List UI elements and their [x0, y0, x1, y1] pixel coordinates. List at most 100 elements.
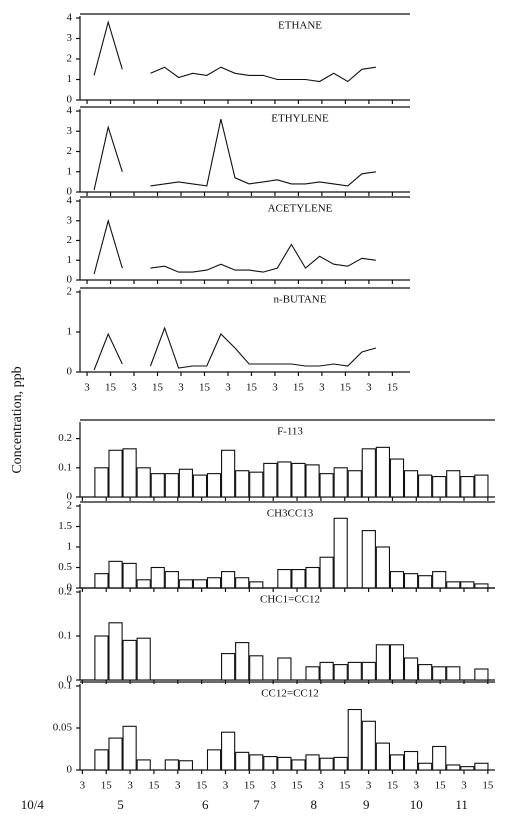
y-tick-label: 2 — [67, 53, 73, 65]
bar — [178, 579, 194, 589]
bar — [94, 467, 109, 498]
x-tick-label: 15 — [293, 382, 305, 394]
y-tick-label: 2 — [67, 234, 73, 246]
x-tick-label: 15 — [387, 780, 399, 792]
bar — [108, 449, 123, 498]
axis-frame — [79, 109, 410, 193]
bar — [403, 573, 419, 589]
bar — [319, 757, 334, 771]
bar — [418, 575, 433, 589]
x-tick-label: 3 — [366, 780, 372, 792]
axis-frame — [79, 199, 410, 281]
bar — [333, 756, 348, 771]
month-label: 8 — [310, 797, 317, 812]
panel-title: ACETYLENE — [268, 203, 333, 215]
bar — [474, 583, 489, 589]
bar — [122, 562, 137, 589]
x-tick-label: 3 — [366, 382, 372, 394]
y-tick-label: 0 — [67, 186, 73, 198]
y-tick-label: 1 — [67, 541, 73, 553]
bar — [446, 764, 461, 771]
bar — [235, 642, 250, 681]
bar — [432, 745, 447, 771]
bar — [94, 635, 109, 681]
y-tick-label: 1 — [67, 326, 73, 338]
bar — [249, 655, 264, 681]
bar — [375, 742, 391, 771]
bar — [108, 560, 123, 589]
bar — [305, 566, 320, 589]
bar — [263, 756, 278, 771]
bar — [319, 661, 334, 681]
x-tick-label: 3 — [270, 780, 276, 792]
bar — [221, 731, 236, 771]
month-label: 6 — [202, 797, 209, 812]
x-tick-label: 15 — [244, 780, 256, 792]
series-line — [93, 20, 376, 83]
bar — [164, 571, 179, 589]
y-tick-label: 0 — [67, 274, 73, 286]
month-label: 5 — [117, 797, 124, 812]
bar — [474, 762, 489, 771]
bar — [150, 473, 165, 498]
x-tick-label: 15 — [199, 382, 211, 394]
y-tick-label: 0 — [67, 582, 73, 594]
x-tick-label: 3 — [131, 382, 137, 394]
panel-title: CHC1=CC12 — [260, 594, 320, 606]
x-tick-label: 15 — [292, 780, 304, 792]
y-tick-label: 4 — [67, 12, 73, 24]
y-tick-label: 2 — [67, 145, 73, 157]
bar — [389, 458, 405, 498]
bar — [277, 568, 292, 589]
x-tick-label: 3 — [318, 780, 324, 792]
panel-title: ETHYLENE — [271, 113, 329, 125]
bar — [136, 579, 151, 589]
bar — [122, 639, 137, 681]
panel-title: CC12=CC12 — [261, 688, 319, 700]
axis-frame — [79, 16, 410, 101]
x-tick-label: 3 — [319, 382, 325, 394]
bar — [235, 470, 250, 498]
bar — [122, 448, 137, 498]
bar — [432, 571, 447, 589]
x-tick-label: 3 — [80, 780, 86, 792]
y-tick-label: 0.1 — [58, 461, 72, 473]
x-tick-label: 3 — [461, 780, 467, 792]
x-tick-label: 3 — [175, 780, 181, 792]
bar — [178, 760, 194, 771]
y-tick-label: 1.5 — [58, 520, 72, 532]
bar — [418, 762, 433, 771]
y-tick-label: 0.1 — [58, 680, 72, 692]
bar — [206, 749, 222, 771]
bar — [305, 754, 320, 771]
y-tick-label: 0.1 — [58, 630, 72, 642]
bar — [235, 577, 250, 589]
x-tick-label: 15 — [105, 382, 117, 394]
bar — [460, 581, 475, 589]
bar — [249, 754, 264, 771]
bar — [291, 759, 306, 771]
bar — [333, 664, 348, 681]
y-tick-label: 1 — [67, 165, 73, 177]
bar — [361, 720, 376, 771]
month-label: 7 — [253, 797, 260, 812]
bar — [347, 470, 362, 498]
x-tick-label: 15 — [340, 382, 352, 394]
y-tick-label: 0.5 — [58, 561, 72, 573]
bar — [333, 517, 348, 589]
bar — [235, 751, 250, 771]
bar — [432, 476, 447, 498]
bar — [305, 666, 320, 681]
bar — [164, 759, 179, 771]
bar — [136, 759, 151, 771]
bar — [249, 471, 264, 498]
bar — [347, 708, 362, 771]
y-tick-label: 0 — [67, 764, 73, 776]
bar — [122, 725, 137, 771]
y-tick-label: 0.05 — [53, 722, 73, 734]
y-tick-label: 3 — [67, 32, 73, 44]
bar — [277, 461, 292, 498]
month-label: 10/4 — [21, 797, 45, 812]
bar — [432, 666, 447, 681]
